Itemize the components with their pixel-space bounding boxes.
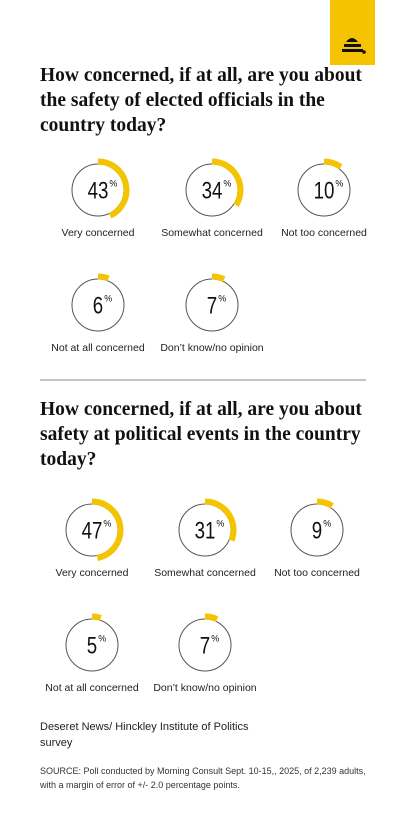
value-label: 31 [195, 517, 216, 544]
value-unit: % [223, 178, 231, 188]
value-label: 34 [202, 177, 223, 204]
value-unit: % [216, 518, 224, 528]
chart-title: How concerned, if at all, are you about … [40, 65, 362, 136]
ring-outline [71, 278, 125, 332]
ring-arc [97, 273, 110, 282]
category-label: Somewhat concerned [161, 227, 263, 239]
value-unit: % [104, 293, 112, 303]
credit: Deseret News/ Hinckley Institute of Poli… [40, 721, 249, 749]
ring-arc [204, 613, 219, 622]
value-unit: % [109, 178, 117, 188]
ring-arc [323, 158, 343, 170]
ring-arc [211, 273, 226, 282]
value-label: 7 [207, 292, 217, 319]
value-label: 6 [93, 292, 103, 319]
category-label: Don’t know/no opinion [153, 682, 256, 694]
value-unit: % [103, 518, 111, 528]
category-label: Not at all concerned [51, 342, 145, 354]
category-label: Not at all concerned [45, 682, 139, 694]
value-label: 10 [314, 177, 335, 204]
ring-arc [91, 613, 102, 621]
value-unit: % [98, 633, 106, 643]
value-unit: % [335, 178, 343, 188]
category-label: Don’t know/no opinion [160, 342, 263, 354]
value-label: 5 [87, 632, 97, 659]
value-label: 7 [200, 632, 210, 659]
ring-arc [211, 158, 244, 207]
category-label: Not too concerned [274, 567, 360, 579]
source: SOURCE: Poll conducted by Morning Consul… [40, 766, 366, 790]
ring-arc [204, 498, 237, 542]
logo-icon [342, 38, 366, 54]
ring-arc [97, 158, 130, 219]
category-label: Somewhat concerned [154, 567, 256, 579]
chart-title: How concerned, if at all, are you about … [40, 399, 362, 470]
value-unit: % [323, 518, 331, 528]
category-label: Very concerned [62, 227, 135, 239]
value-unit: % [218, 293, 226, 303]
ring-arc [91, 498, 124, 561]
value-unit: % [211, 633, 219, 643]
value-label: 47 [82, 517, 103, 544]
category-label: Very concerned [56, 567, 129, 579]
ring-arc [316, 498, 334, 509]
logo [330, 0, 375, 65]
value-label: 9 [312, 517, 322, 544]
category-label: Not too concerned [281, 227, 367, 239]
value-label: 43 [88, 177, 109, 204]
